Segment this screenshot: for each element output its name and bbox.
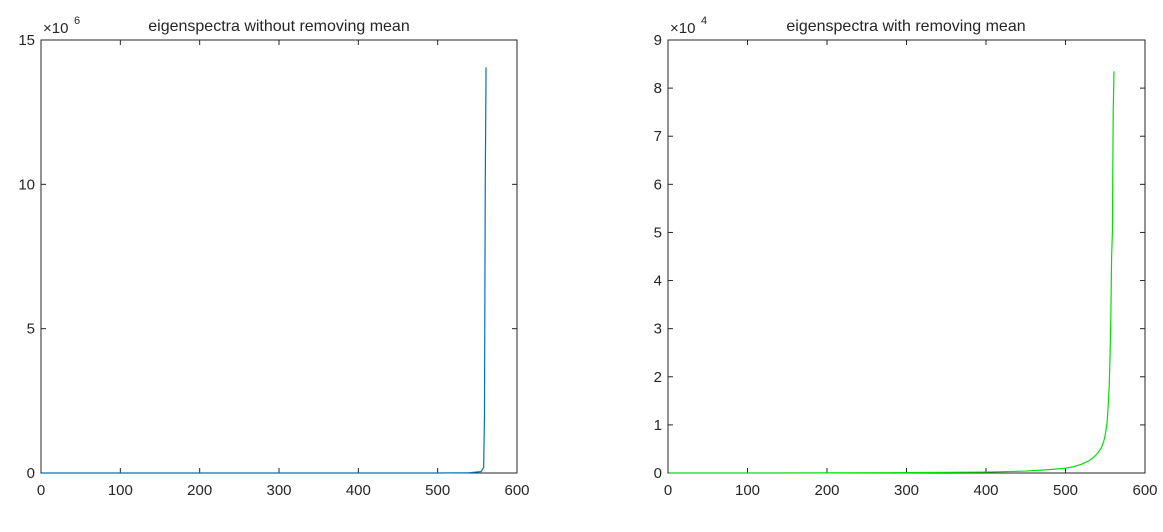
right-x-tick-label: 400 (973, 482, 998, 499)
left-y-exponent: ×10 6 (43, 15, 80, 37)
left-y-tick-label: 0 (27, 465, 35, 482)
right-y-tick-label: 1 (654, 417, 662, 434)
left-axes: eigenspectra without removing mean ×10 6… (18, 15, 529, 499)
left-x-tick-label: 200 (187, 482, 212, 499)
left-x-tick-label: 100 (108, 482, 133, 499)
left-series-line-0 (41, 67, 487, 474)
right-x-tick-label: 600 (1132, 482, 1157, 499)
left-y-tick-label: 5 (27, 321, 35, 338)
left-y-exponent-base: ×10 (43, 20, 68, 37)
left-plot-frame (40, 39, 518, 474)
left-y-tick-label: 10 (18, 176, 35, 193)
right-x-tick-label: 0 (664, 482, 672, 499)
right-y-tick-label: 2 (654, 369, 662, 386)
left-x-ticks: 0 100 200 300 400 500 600 (37, 40, 530, 499)
right-y-ticks: 0 1 2 3 4 5 6 7 8 9 (654, 32, 1145, 482)
right-x-tick-label: 500 (1053, 482, 1078, 499)
right-y-tick-label: 3 (654, 321, 662, 338)
right-x-ticks: 0 100 200 300 400 500 600 (664, 40, 1158, 499)
right-x-tick-label: 200 (814, 482, 839, 499)
right-y-tick-label: 0 (654, 465, 662, 482)
left-y-tick-label: 15 (18, 32, 35, 49)
right-series-group (668, 71, 1115, 474)
right-x-tick-label: 100 (735, 482, 760, 499)
right-y-tick-label: 9 (654, 32, 662, 49)
left-chart-title: eigenspectra without removing mean (148, 18, 409, 35)
right-y-tick-label: 7 (654, 128, 662, 145)
left-x-tick-label: 0 (37, 482, 45, 499)
left-y-exponent-power: 6 (74, 15, 80, 27)
left-x-tick-label: 600 (504, 482, 529, 499)
right-y-tick-label: 5 (654, 224, 662, 241)
right-series-line-0 (668, 71, 1115, 474)
left-x-tick-label: 400 (346, 482, 371, 499)
left-series-group (41, 67, 487, 474)
right-y-exponent: ×10 4 (670, 15, 707, 37)
left-x-tick-label: 500 (425, 482, 450, 499)
left-x-tick-label: 300 (266, 482, 291, 499)
right-y-exponent-base: ×10 (670, 20, 695, 37)
right-y-tick-label: 4 (654, 273, 662, 290)
right-x-tick-label: 300 (894, 482, 919, 499)
right-y-tick-label: 8 (654, 80, 662, 97)
right-y-tick-label: 6 (654, 176, 662, 193)
right-plot-frame (667, 39, 1146, 474)
right-y-exponent-power: 4 (701, 15, 707, 27)
right-chart-title: eigenspectra with removing mean (786, 18, 1025, 35)
right-axes: eigenspectra with removing mean ×10 4 0 1… (654, 15, 1158, 499)
